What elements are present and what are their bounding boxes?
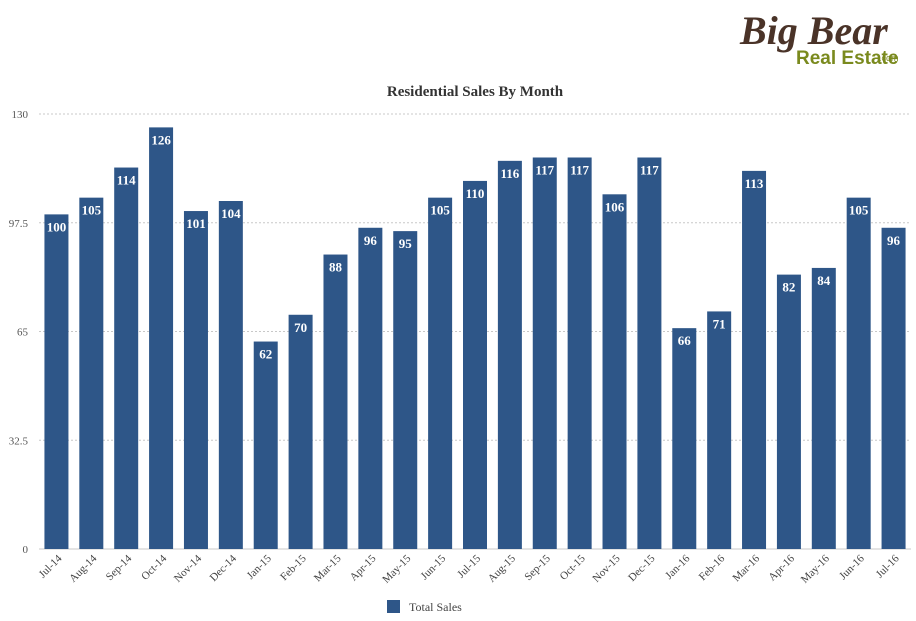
logo-line2: Real Estate [796,48,898,69]
x-tick-label: Apr-16 [766,552,797,583]
x-tick-label: Jan-15 [245,552,275,582]
x-tick-label: Jun-16 [837,552,867,582]
bar[interactable] [602,194,627,550]
bar[interactable] [149,127,174,549]
data-label: 104 [221,206,241,221]
bar[interactable] [358,227,383,549]
chart-title: Residential Sales By Month [387,84,564,100]
bar[interactable] [497,160,522,549]
bar[interactable] [672,328,697,549]
bar[interactable] [567,157,592,550]
bar[interactable] [393,231,418,549]
bar[interactable] [742,170,767,549]
bar[interactable] [183,211,208,550]
bar[interactable] [637,157,662,550]
x-tick-label: Feb-16 [697,552,728,583]
bar[interactable] [532,157,557,550]
x-tick-label: May-15 [380,552,413,585]
bar[interactable] [776,274,801,549]
logo-line1: Big Bear [739,8,888,53]
bar[interactable] [218,201,243,549]
y-axis: 0 32.5 65 97.5 130 [9,109,29,556]
x-tick-label: Oct-15 [558,552,588,582]
x-tick-label: Jan-16 [663,552,693,582]
x-tick-label: Feb-15 [278,552,309,583]
data-label: 96 [364,233,378,248]
x-tick-label: Jul-16 [874,552,902,580]
bar[interactable] [707,311,732,549]
bar[interactable] [44,214,69,549]
data-label: 117 [535,163,554,178]
bar[interactable] [428,197,453,549]
data-label: 113 [745,176,764,191]
y-tick-label: 130 [12,109,29,121]
x-tick-label: Aug-15 [486,552,519,585]
x-tick-label: Apr-15 [348,552,379,583]
bar[interactable] [463,180,487,549]
data-label: 100 [47,219,67,234]
data-label: 101 [186,216,206,231]
data-labels: 100 105 114 126 101 104 62 70 88 96 95 105 110 116 117… [47,132,901,361]
data-label: 117 [640,163,659,178]
y-tick-label: 32.5 [9,435,29,447]
data-label: 84 [817,273,831,288]
data-label: 110 [466,186,485,201]
bar[interactable] [79,197,104,549]
bar[interactable] [114,167,139,550]
data-label: 105 [82,203,102,218]
data-label: 105 [849,203,869,218]
legend-swatch [387,600,400,613]
bars [44,127,906,550]
data-label: 66 [678,333,692,348]
x-tick-label: May-16 [799,552,832,585]
data-label: 82 [782,280,795,295]
data-label: 126 [151,132,171,147]
x-tick-label: Dec-15 [626,552,658,584]
data-label: 117 [570,163,589,178]
data-label: 70 [294,320,307,335]
legend[interactable]: Total Sales [387,600,462,614]
data-label: 116 [500,166,519,181]
x-tick-label: Sep-14 [104,552,135,583]
y-tick-label: 65 [17,327,29,339]
x-tick-label: Jun-15 [419,552,449,582]
x-axis: Jul-14 Aug-14 Sep-14 Oct-14 Nov-14 Dec-14 Jan-… [37,552,902,585]
x-tick-label: Jul-14 [37,552,65,580]
bar[interactable] [881,227,906,549]
bar[interactable] [846,197,871,549]
data-label: 62 [259,347,272,362]
data-label: 88 [329,260,343,275]
logo-suffix: .com [879,53,899,63]
y-tick-label: 97.5 [9,218,29,230]
x-tick-label: Aug-14 [67,552,100,585]
data-label: 106 [605,199,625,214]
x-tick-label: Dec-14 [208,552,240,584]
data-label: 96 [887,233,901,248]
bar[interactable] [288,314,313,549]
x-tick-label: Mar-16 [730,552,762,584]
bar[interactable] [253,341,278,549]
x-tick-label: Jul-15 [455,552,483,580]
bar[interactable] [811,267,836,549]
x-tick-label: Nov-14 [172,552,205,585]
data-label: 95 [399,236,413,251]
x-tick-label: Nov-15 [590,552,623,585]
x-tick-label: Oct-14 [139,552,169,582]
data-label: 71 [713,316,726,331]
data-label: 114 [117,173,136,188]
brand-logo: Big Bear Real Estate .com [739,8,899,69]
data-label: 105 [430,203,450,218]
legend-label: Total Sales [409,600,462,614]
y-tick-label: 0 [23,544,29,556]
x-tick-label: Mar-15 [312,552,344,584]
x-tick-label: Sep-15 [522,552,553,583]
bar[interactable] [323,254,348,550]
